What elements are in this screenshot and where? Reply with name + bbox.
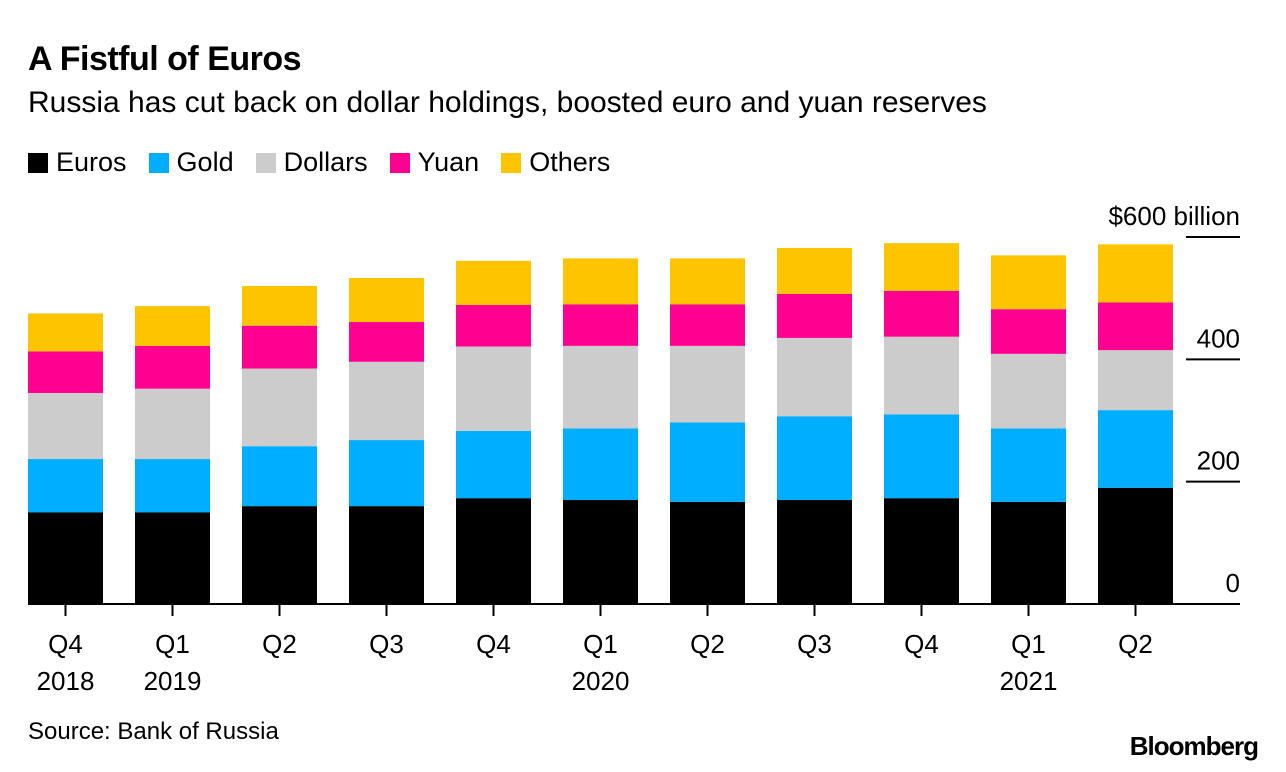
bar-dollars-1 (135, 388, 210, 460)
bar-euros-10 (1098, 487, 1173, 604)
y-tick-label-0: 0 (1226, 568, 1240, 598)
bar-yuan-1 (135, 345, 210, 389)
bar-euros-8 (884, 498, 959, 604)
bar-gold-0 (28, 459, 103, 513)
bar-euros-3 (349, 506, 424, 604)
bar-dollars-3 (349, 361, 424, 441)
bar-yuan-3 (349, 322, 424, 362)
bar-others-7 (777, 248, 852, 294)
x-tick-label-10: Q2 (1118, 629, 1153, 659)
bar-gold-5 (563, 428, 638, 501)
bar-yuan-2 (242, 325, 317, 369)
bar-gold-7 (777, 416, 852, 501)
bar-dollars-2 (242, 368, 317, 447)
bar-dollars-10 (1098, 350, 1173, 411)
bar-euros-5 (563, 500, 638, 604)
legend: Euros Gold Dollars Yuan Others (28, 147, 632, 178)
bar-others-9 (991, 255, 1066, 310)
bar-gold-6 (670, 422, 745, 502)
x-tick-label-3: Q3 (369, 629, 404, 659)
x-tick-label-1: Q1 (155, 629, 190, 659)
bar-yuan-6 (670, 304, 745, 346)
x-year-label-5: 2020 (572, 666, 630, 696)
bar-dollars-5 (563, 345, 638, 429)
bar-others-1 (135, 306, 210, 346)
bar-others-0 (28, 313, 103, 352)
bloomberg-logo: Bloomberg (1129, 731, 1259, 761)
bar-euros-9 (991, 501, 1066, 604)
bar-dollars-9 (991, 353, 1066, 429)
source-note: Source: Bank of Russia (28, 718, 279, 745)
bar-yuan-5 (563, 304, 638, 346)
legend-swatch-yuan (389, 152, 410, 173)
bar-others-2 (242, 285, 317, 326)
bar-others-6 (670, 258, 745, 305)
bar-yuan-8 (884, 290, 959, 337)
legend-item-dollars: Dollars (255, 147, 368, 178)
bar-dollars-8 (884, 336, 959, 415)
legend-label-euros: Euros (56, 147, 127, 177)
x-tick-label-6: Q2 (690, 629, 725, 659)
bar-dollars-7 (777, 337, 852, 417)
legend-label-yuan: Yuan (417, 147, 480, 177)
bar-yuan-0 (28, 351, 103, 393)
bar-yuan-4 (456, 304, 531, 347)
bar-gold-1 (135, 459, 210, 513)
legend-label-dollars: Dollars (283, 147, 368, 177)
bar-dollars-6 (670, 345, 745, 423)
legend-item-yuan: Yuan (389, 147, 480, 178)
bar-euros-2 (242, 506, 317, 604)
legend-label-gold: Gold (176, 147, 234, 177)
x-year-label-0: 2018 (37, 666, 95, 696)
bar-euros-1 (135, 512, 210, 604)
bar-yuan-7 (777, 293, 852, 338)
bar-gold-3 (349, 440, 424, 507)
x-tick-label-2: Q2 (262, 629, 297, 659)
bar-dollars-4 (456, 346, 531, 431)
bar-others-5 (563, 258, 638, 305)
bar-gold-8 (884, 414, 959, 499)
legend-swatch-euros (28, 152, 48, 173)
bar-euros-0 (28, 512, 103, 604)
x-tick-label-8: Q4 (904, 629, 939, 659)
legend-item-euros: Euros (28, 147, 127, 178)
y-tick-label-2: 400 (1197, 323, 1240, 353)
x-tick-label-9: Q1 (1011, 629, 1046, 659)
bar-gold-4 (456, 430, 531, 499)
bar-gold-9 (991, 428, 1066, 502)
bar-euros-6 (670, 501, 745, 604)
y-tick-label-3: $600 billion (1108, 201, 1240, 231)
x-year-label-1: 2019 (144, 666, 202, 696)
legend-swatch-others (501, 152, 522, 173)
x-year-label-9: 2021 (1000, 666, 1058, 696)
x-tick-label-4: Q4 (476, 629, 511, 659)
legend-item-others: Others (501, 147, 610, 178)
legend-item-gold: Gold (148, 147, 234, 178)
y-tick-label-1: 200 (1197, 446, 1240, 476)
bar-yuan-9 (991, 309, 1066, 354)
bar-others-4 (456, 260, 531, 305)
legend-swatch-gold (148, 152, 169, 173)
x-tick-label-5: Q1 (583, 629, 618, 659)
bar-gold-2 (242, 446, 317, 507)
chart-subtitle: Russia has cut back on dollar holdings, … (28, 86, 987, 119)
x-tick-label-7: Q3 (797, 629, 832, 659)
bar-euros-7 (777, 500, 852, 604)
chart-title: A Fistful of Euros (28, 40, 302, 78)
bar-dollars-0 (28, 392, 103, 460)
bar-others-10 (1098, 244, 1173, 303)
x-tick-label-0: Q4 (48, 629, 83, 659)
bar-euros-4 (456, 498, 531, 604)
bar-others-8 (884, 243, 959, 291)
bar-others-3 (349, 277, 424, 323)
bar-yuan-10 (1098, 302, 1173, 351)
legend-swatch-dollars (255, 152, 276, 173)
legend-label-others: Others (529, 147, 611, 177)
bar-gold-10 (1098, 410, 1173, 488)
